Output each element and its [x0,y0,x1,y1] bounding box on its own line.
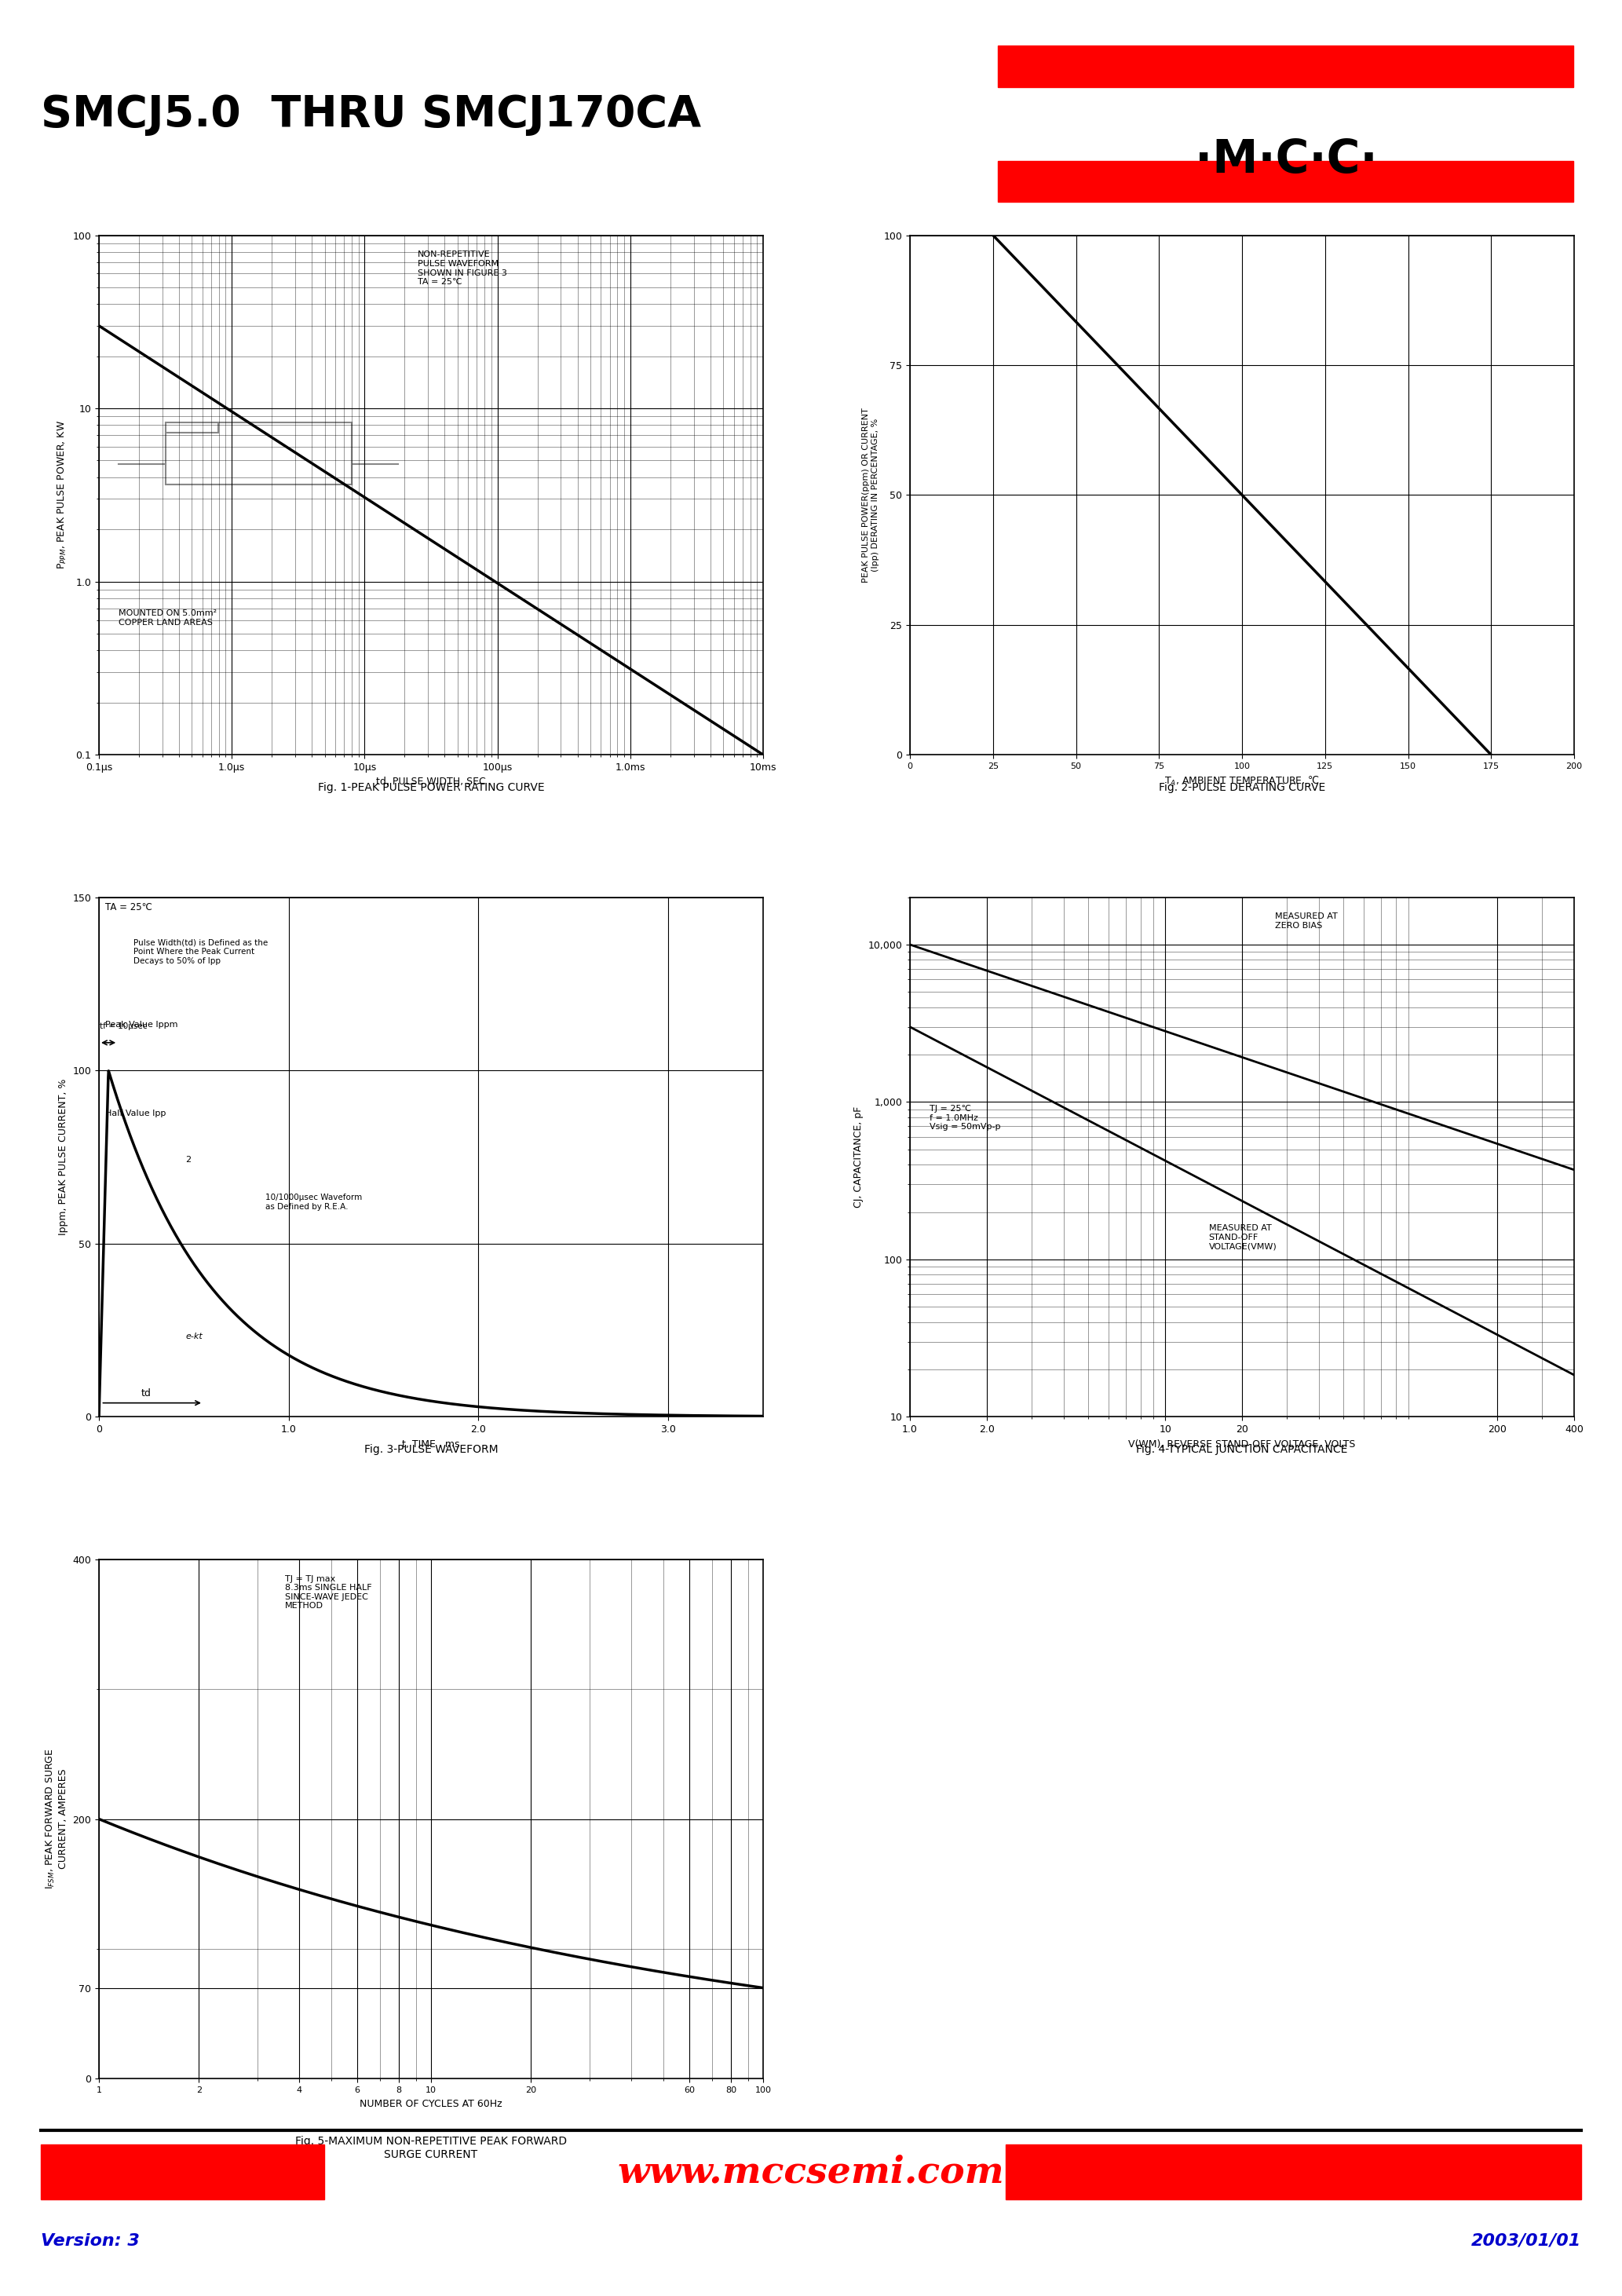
Text: td: td [141,1389,151,1398]
Text: NON-REPETITIVE
PULSE WAVEFORM
SHOWN IN FIGURE 3
TA = 25℃: NON-REPETITIVE PULSE WAVEFORM SHOWN IN F… [418,250,508,287]
Text: MOUNTED ON 5.0mm²
COPPER LAND AREAS: MOUNTED ON 5.0mm² COPPER LAND AREAS [118,608,217,627]
Text: Half Value Ipp: Half Value Ipp [105,1109,167,1116]
X-axis label: T$_A$, AMBIENT TEMPERATURE, ℃: T$_A$, AMBIENT TEMPERATURE, ℃ [1165,774,1320,788]
Text: TJ = TJ max
8.3ms SINGLE HALF
SINCE-WAVE JEDEC
METHOD: TJ = TJ max 8.3ms SINGLE HALF SINCE-WAVE… [285,1575,371,1609]
Text: 2: 2 [185,1155,191,1164]
Text: 2003/01/01: 2003/01/01 [1471,2234,1581,2248]
Text: Peak Value Ippm: Peak Value Ippm [105,1022,178,1029]
Text: Fig. 4-TYPICAL JUNCTION CAPACITANCE: Fig. 4-TYPICAL JUNCTION CAPACITANCE [1137,1444,1348,1456]
X-axis label: NUMBER OF CYCLES AT 60Hz: NUMBER OF CYCLES AT 60Hz [360,2099,503,2108]
Text: TA = 25℃: TA = 25℃ [105,902,152,912]
Text: www.mccsemi.com: www.mccsemi.com [618,2154,1004,2190]
Text: Fig. 5-MAXIMUM NON-REPETITIVE PEAK FORWARD
SURGE CURRENT: Fig. 5-MAXIMUM NON-REPETITIVE PEAK FORWA… [295,2135,568,2161]
Text: ·M·C·C·: ·M·C·C· [1195,138,1377,181]
Text: Fig. 2-PULSE DERATING CURVE: Fig. 2-PULSE DERATING CURVE [1158,783,1325,794]
Text: e-kt: e-kt [185,1332,203,1341]
Text: tf = 10μsec: tf = 10μsec [101,1022,148,1031]
Text: MEASURED AT
STAND-OFF
VOLTAGE(VMW): MEASURED AT STAND-OFF VOLTAGE(VMW) [1208,1224,1277,1251]
Text: 10/1000μsec Waveform
as Defined by R.E.A.: 10/1000μsec Waveform as Defined by R.E.A… [264,1194,362,1210]
Text: TJ = 25℃
f = 1.0MHz
Vsig = 50mVp-p: TJ = 25℃ f = 1.0MHz Vsig = 50mVp-p [929,1104,1001,1132]
Y-axis label: I$_{FSM}$, PEAK FORWARD SURGE
CURRENT, AMPERES: I$_{FSM}$, PEAK FORWARD SURGE CURRENT, A… [44,1750,68,1890]
Text: Version: 3: Version: 3 [41,2234,139,2248]
Text: Pulse Width(td) is Defined as the
Point Where the Peak Current
Decays to 50% of : Pulse Width(td) is Defined as the Point … [133,939,268,964]
Text: Fig. 3-PULSE WAVEFORM: Fig. 3-PULSE WAVEFORM [363,1444,498,1456]
Text: MEASURED AT
ZERO BIAS: MEASURED AT ZERO BIAS [1275,914,1338,930]
Y-axis label: CJ, CAPACITANCE, pF: CJ, CAPACITANCE, pF [853,1107,863,1208]
X-axis label: V(WM), REVERSE STAND-OFF VOLTAGE, VOLTS: V(WM), REVERSE STAND-OFF VOLTAGE, VOLTS [1129,1440,1356,1449]
Text: Fig. 1-PEAK PULSE POWER RATING CURVE: Fig. 1-PEAK PULSE POWER RATING CURVE [318,783,545,794]
X-axis label: td, PULSE WIDTH, SEC: td, PULSE WIDTH, SEC [376,776,487,788]
Text: SMCJ5.0  THRU SMCJ170CA: SMCJ5.0 THRU SMCJ170CA [41,94,701,135]
Y-axis label: Ippm, PEAK PULSE CURRENT, %: Ippm, PEAK PULSE CURRENT, % [58,1079,68,1235]
Y-axis label: PEAK PULSE POWER(ppm) OR CURRENT
(Ipp) DERATING IN PERCENTAGE, %: PEAK PULSE POWER(ppm) OR CURRENT (Ipp) D… [863,406,879,583]
X-axis label: t, TIME , ms: t, TIME , ms [402,1440,461,1449]
Y-axis label: P$_{PPM}$, PEAK PULSE POWER, KW: P$_{PPM}$, PEAK PULSE POWER, KW [57,420,68,569]
